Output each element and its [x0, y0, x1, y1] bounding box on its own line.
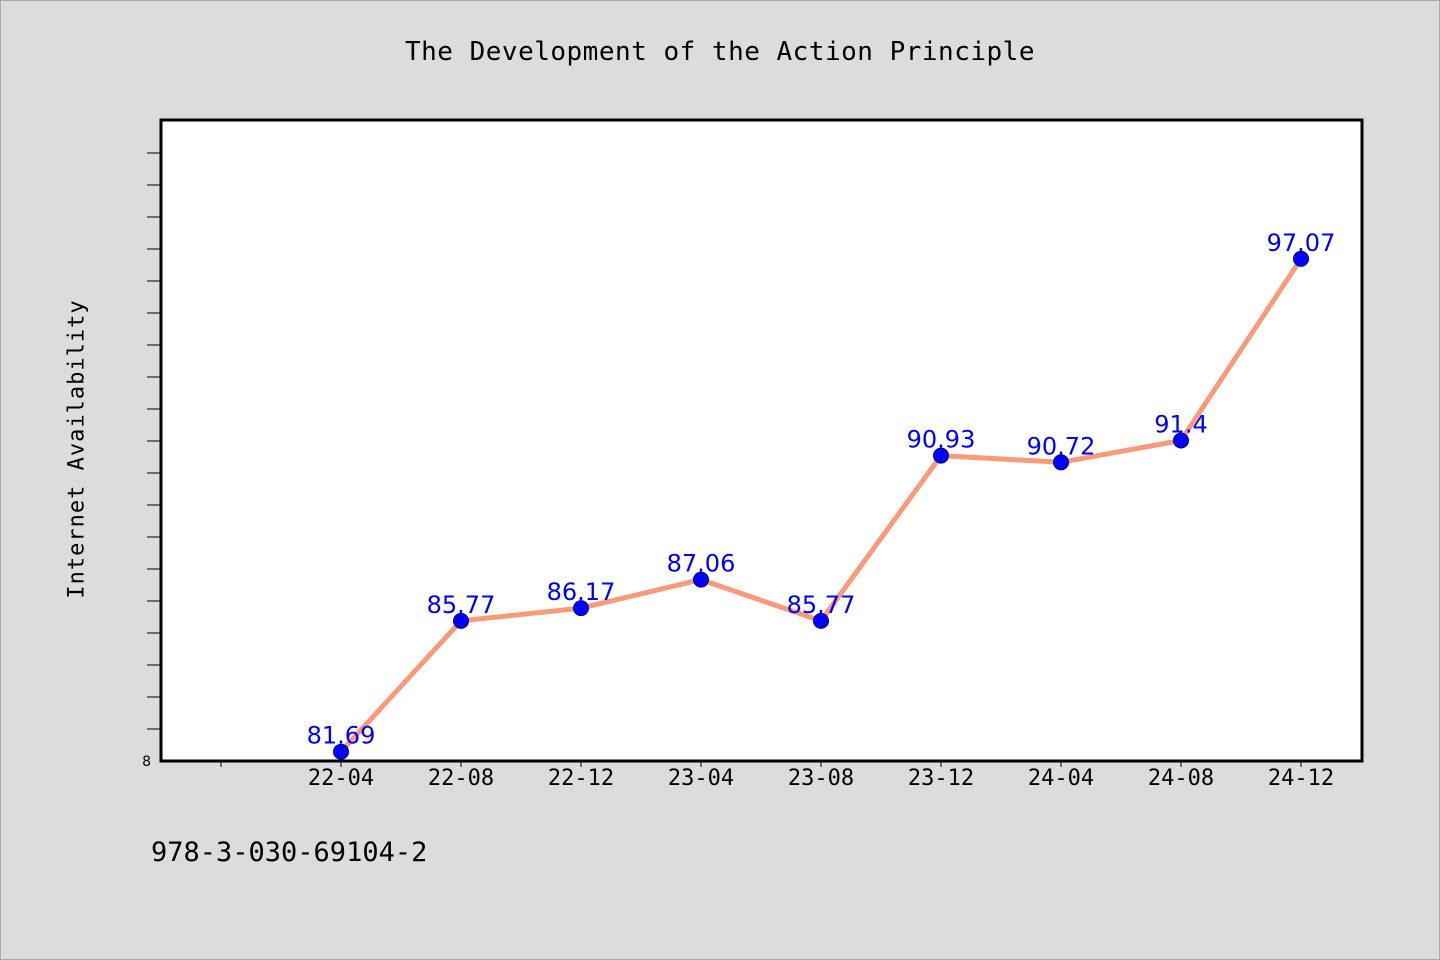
data-label: 81.69	[307, 722, 376, 750]
data-point	[1053, 454, 1069, 471]
data-point	[693, 571, 709, 588]
x-tick-label: 23-12	[908, 766, 974, 791]
x-tick-label: 22-08	[428, 766, 494, 791]
plot-area	[159, 118, 1364, 763]
data-point	[1173, 432, 1189, 449]
x-tick-label: 22-04	[308, 766, 374, 791]
x-tick-label: 24-04	[1028, 766, 1094, 791]
data-label: 91.4	[1154, 411, 1207, 439]
x-tick-label: 23-04	[668, 766, 734, 791]
data-point	[933, 447, 949, 464]
data-label: 90.72	[1027, 432, 1096, 460]
data-label: 87.06	[667, 550, 736, 578]
data-label: 90.93	[907, 426, 976, 454]
chart-title: The Development of the Action Principle	[405, 37, 1035, 67]
data-label: 85.77	[427, 591, 496, 619]
data-label: 86.17	[547, 578, 616, 606]
x-tick-label: 24-08	[1148, 766, 1214, 791]
y-tick-label: 8	[142, 754, 151, 770]
data-point	[1293, 250, 1309, 267]
data-point	[453, 612, 469, 629]
footer-isbn: 978-3-030-69104-2	[151, 837, 428, 868]
data-point	[333, 743, 349, 760]
data-label: 85.77	[787, 591, 856, 619]
data-label: 97.07	[1267, 229, 1336, 257]
data-point	[813, 612, 829, 629]
x-tick-label: 23-08	[788, 766, 854, 791]
x-tick-label: 22-12	[548, 766, 614, 791]
x-tick-label: 24-12	[1268, 766, 1334, 791]
data-point	[573, 600, 589, 617]
